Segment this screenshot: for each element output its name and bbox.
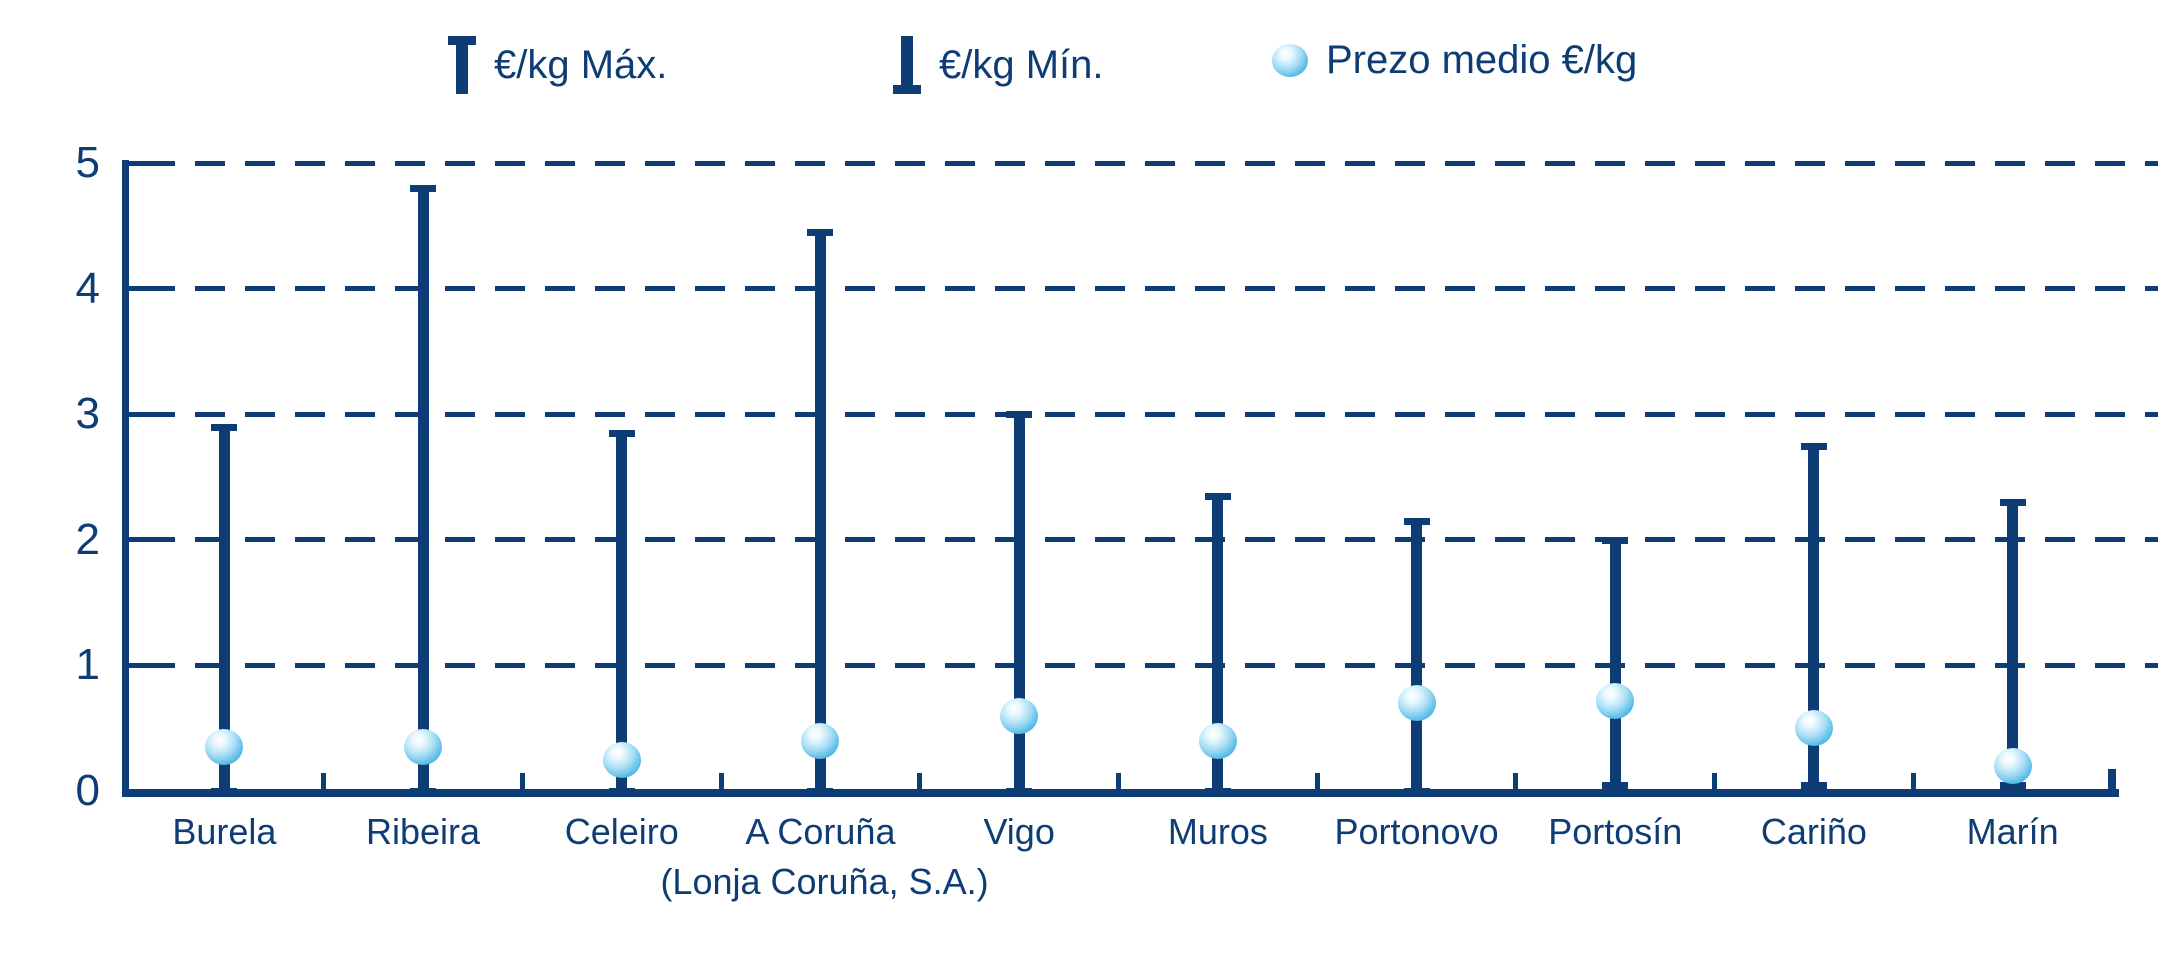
gridline-y3 [125, 411, 2158, 417]
max-cap-7 [1602, 536, 1629, 544]
x-axis-tick [321, 773, 327, 789]
range-bar-0 [218, 426, 230, 791]
gridline-y2 [125, 537, 2158, 543]
mean-marker-0 [205, 729, 244, 766]
x-axis-category-label: Marín [1966, 811, 2059, 852]
x-axis-category-label: Portonovo [1334, 811, 1499, 852]
y-axis-tick-label: 1 [75, 640, 100, 690]
legend-label-min: €/kg Mín. [939, 43, 1104, 87]
mean-marker-6 [1397, 685, 1436, 722]
range-bar-6 [1411, 520, 1423, 791]
min-cap-7 [1602, 781, 1629, 789]
x-axis-category-label: Burela [172, 811, 277, 852]
range-bar-4 [1013, 414, 1025, 791]
x-axis-category-label: Celeiro [564, 811, 679, 852]
x-axis-category-label: Ribeira [366, 811, 481, 852]
range-bar-2 [616, 433, 628, 791]
legend-item-max: €/kg Máx. [448, 36, 667, 94]
x-axis-tick [917, 773, 923, 789]
y-axis-tick-label: 4 [75, 263, 100, 313]
min-cap-4 [1006, 788, 1033, 795]
x-axis-tick [2108, 769, 2116, 789]
gridline-y1 [125, 662, 2158, 668]
x-axis-category-label: Vigo [983, 811, 1055, 852]
min-whisker-icon [893, 36, 921, 94]
min-cap-2 [608, 788, 635, 795]
legend-label-medio: Prezo medio €/kg [1326, 38, 1638, 82]
range-bar-5 [1212, 495, 1224, 791]
mean-marker-5 [1198, 722, 1237, 759]
y-axis-tick-label: 3 [75, 389, 100, 439]
x-axis-tick [519, 773, 525, 789]
mean-marker-1 [404, 729, 443, 766]
legend-item-medio: Prezo medio €/kg [1272, 40, 1637, 80]
y-axis-tick-label: 0 [75, 766, 100, 815]
y-axis-line [122, 160, 129, 797]
mean-marker-3 [801, 722, 840, 759]
range-bar-7 [1609, 539, 1621, 785]
x-axis-category-label: Cariño [1760, 811, 1867, 852]
min-cap-8 [1800, 781, 1827, 789]
max-whisker-icon [448, 36, 476, 94]
max-cap-5 [1204, 492, 1231, 500]
y-axis-tick-label: 5 [75, 138, 100, 187]
x-axis-category-sublabel: (Lonja Coruña, S.A.) [660, 861, 989, 902]
min-cap-5 [1204, 788, 1231, 795]
legend-item-min: €/kg Mín. [893, 36, 1104, 94]
max-cap-6 [1403, 517, 1430, 525]
x-axis-category-label: Portosín [1548, 811, 1683, 852]
mean-marker-9 [1993, 747, 2032, 784]
max-cap-8 [1800, 442, 1827, 450]
mean-marker-2 [602, 741, 641, 778]
x-axis-category-label: Muros [1167, 811, 1268, 852]
x-axis-tick [718, 773, 724, 789]
y-axis-tick-label: 2 [75, 514, 100, 564]
max-cap-2 [608, 430, 635, 438]
mean-marker-8 [1794, 710, 1833, 747]
mean-sphere-icon [1272, 43, 1308, 77]
min-cap-1 [410, 788, 437, 795]
range-bar-1 [417, 188, 429, 791]
x-axis-line [122, 789, 2119, 797]
min-cap-9 [1999, 781, 2026, 789]
min-cap-6 [1403, 788, 1430, 795]
gridline-y4 [125, 286, 2158, 292]
range-bar-9 [2007, 502, 2019, 785]
max-cap-1 [410, 185, 437, 193]
max-cap-9 [1999, 499, 2026, 507]
mean-marker-4 [1000, 697, 1039, 734]
x-axis-tick [1116, 773, 1121, 789]
x-axis-tick [1513, 773, 1519, 789]
max-cap-0 [211, 423, 238, 431]
max-cap-3 [807, 229, 834, 237]
x-axis-tick [1712, 773, 1718, 789]
mean-marker-7 [1596, 682, 1635, 719]
x-axis-tick [1910, 773, 1916, 789]
legend-label-max: €/kg Máx. [494, 43, 668, 87]
max-cap-4 [1006, 411, 1033, 419]
range-bar-8 [1808, 445, 1820, 785]
min-cap-3 [807, 788, 834, 795]
gridline-y5 [125, 160, 2158, 166]
min-cap-0 [211, 788, 238, 795]
x-axis-category-label: A Coruña [745, 811, 896, 852]
range-bar-3 [814, 232, 826, 791]
x-axis-tick [1314, 773, 1320, 789]
